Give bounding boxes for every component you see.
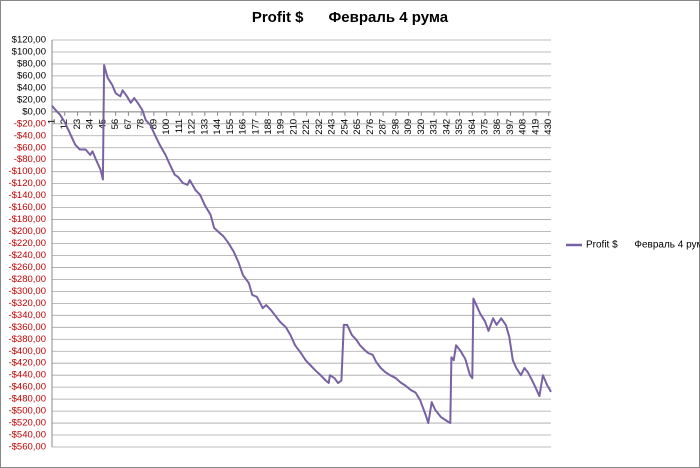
y-tick-label: $60,00 [17,70,46,81]
chart-title: Profit $ Февраль 4 рума [252,9,449,26]
series-line [51,64,552,425]
x-tick-label: 177 [250,119,261,135]
y-tick-label: -$180,00 [8,214,46,225]
y-tick-label: -$120,00 [8,178,46,189]
x-tick-label: 199 [276,119,287,135]
y-tick-label: -$140,00 [8,190,46,201]
x-tick-label: 408 [518,119,529,135]
y-tick-label: -$400,00 [8,346,46,357]
y-tick-label: -$560,00 [8,442,46,453]
x-tick-label: 353 [454,119,465,135]
legend-label: Profit $ Февраль 4 рума [586,240,700,251]
y-tick-label: -$340,00 [8,310,46,321]
x-tick-label: 419 [530,119,541,135]
x-tick-label: 386 [492,119,503,135]
y-tick-label: -$360,00 [8,322,46,333]
y-tick-label: $40,00 [17,82,46,93]
x-tick-label: 122 [187,119,198,135]
y-tick-label: -$540,00 [8,430,46,441]
x-tick-label: 364 [467,119,478,135]
x-tick-label: 155 [225,119,236,135]
y-tick-label: -$260,00 [8,262,46,273]
x-tick-label: 276 [365,119,376,135]
x-tick-label: 430 [543,119,554,135]
x-tick-label: 298 [390,119,401,135]
x-tick-label: 254 [339,119,350,135]
x-tick-label: 265 [352,119,363,135]
x-tick-label: 166 [238,119,249,135]
y-tick-label: -$320,00 [8,298,46,309]
x-tick-label: 287 [378,119,389,135]
y-tick-label: -$480,00 [8,394,46,405]
y-tick-label: -$100,00 [8,166,46,177]
y-tick-label: -$200,00 [8,226,46,237]
x-tick-label: 144 [212,119,223,135]
y-tick-label: -$60,00 [14,142,46,153]
y-tick-label: -$500,00 [8,406,46,417]
x-tick-label: 375 [480,119,491,135]
x-tick-label: 320 [416,119,427,135]
y-tick-label: -$520,00 [8,418,46,429]
x-tick-label: 133 [199,119,210,135]
x-tick-label: 342 [441,119,452,135]
x-tick-label: 1 [47,119,58,124]
y-tick-label: -$80,00 [14,154,46,165]
y-tick-label: -$300,00 [8,286,46,297]
x-tick-label: 89 [148,119,159,130]
y-tick-label: $100,00 [12,46,46,57]
y-tick-label: -$280,00 [8,274,46,285]
y-tick-label: -$160,00 [8,202,46,213]
x-tick-label: 23 [72,119,83,130]
x-tick-label: 78 [136,119,147,130]
y-tick-label: -$420,00 [8,358,46,369]
y-tick-label: -$20,00 [14,118,46,129]
x-tick-label: 243 [327,119,338,135]
y-tick-label: -$240,00 [8,250,46,261]
y-tick-label: $0,00 [22,106,46,117]
x-tick-label: 188 [263,119,274,135]
x-tick-label: 232 [314,119,325,135]
x-tick-label: 397 [505,119,516,135]
x-tick-label: 210 [288,119,299,135]
x-tick-label: 67 [123,119,134,130]
y-tick-label: $20,00 [17,94,46,105]
x-tick-label: 111 [174,119,185,133]
y-tick-label: $80,00 [17,58,46,69]
x-tick-label: 56 [110,119,121,130]
y-tick-label: -$380,00 [8,334,46,345]
x-tick-label: 221 [301,119,312,135]
x-tick-label: 34 [85,119,96,130]
x-tick-label: 100 [161,119,172,135]
y-tick-label: -$220,00 [8,238,46,249]
y-tick-label: -$460,00 [8,382,46,393]
y-tick-label: $120,00 [12,35,46,46]
x-tick-label: 309 [403,119,414,135]
y-tick-label: -$40,00 [14,130,46,141]
y-tick-label: -$440,00 [8,370,46,381]
x-tick-label: 331 [429,119,440,135]
